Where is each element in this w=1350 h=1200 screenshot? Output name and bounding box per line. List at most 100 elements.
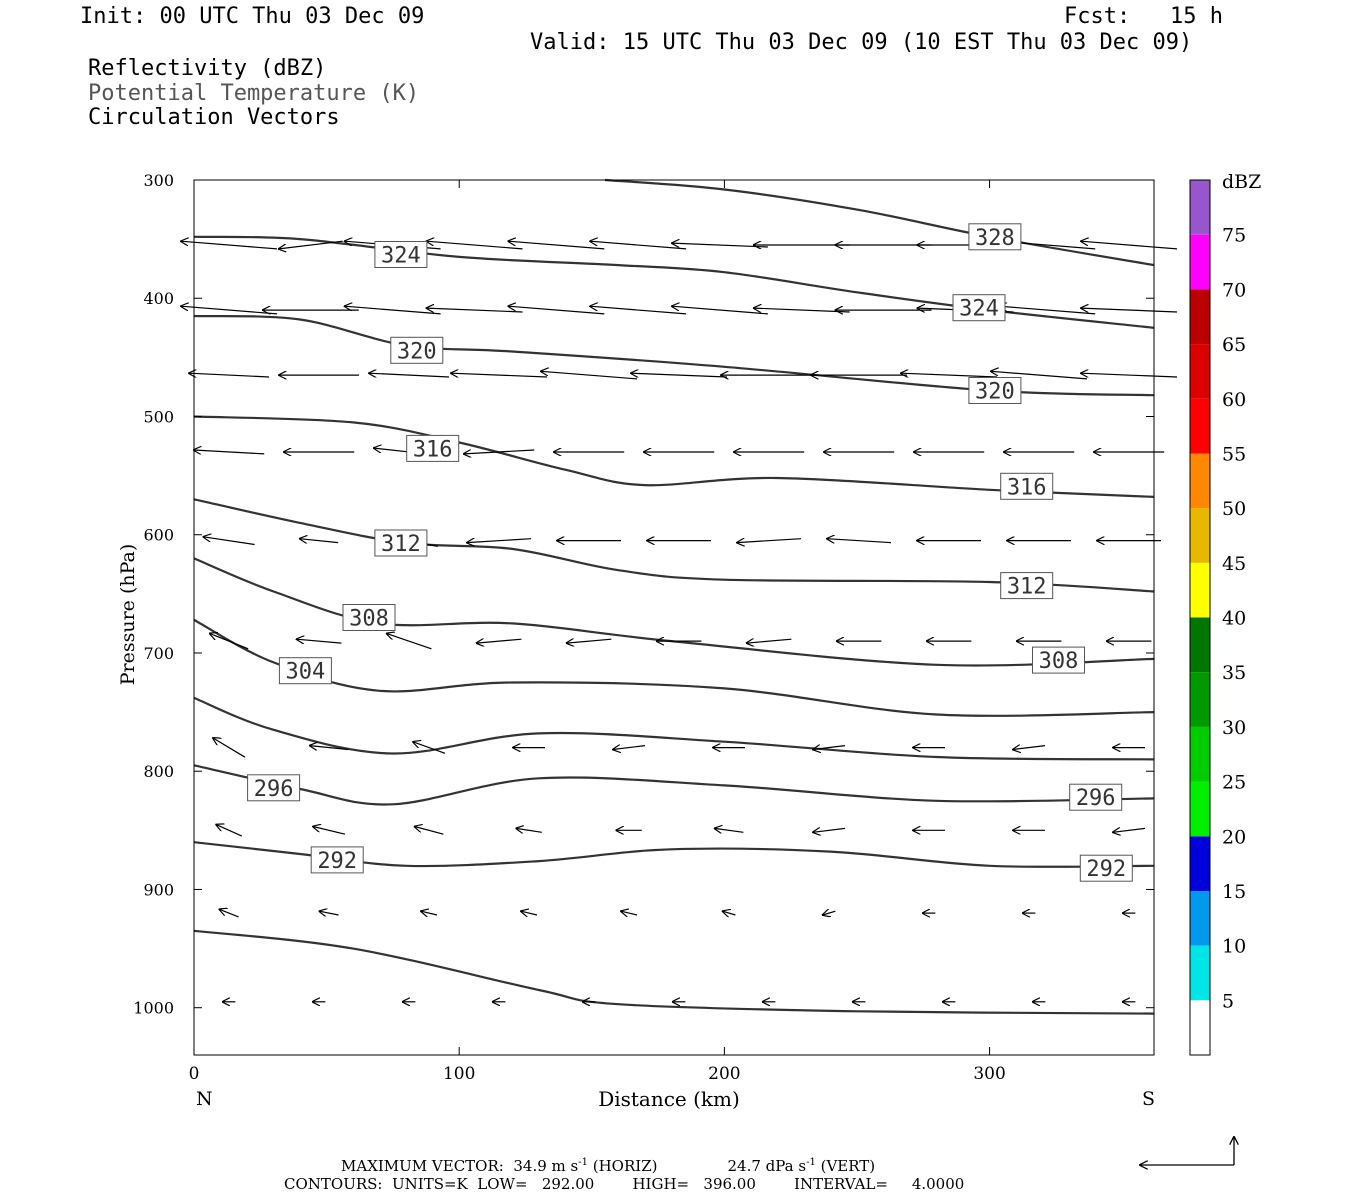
colorbar-swatch [1190, 453, 1210, 509]
circulation-vector [672, 243, 768, 247]
circulation-vector [189, 373, 270, 377]
colorbar-border [1189, 179, 1211, 1056]
y-tick-label: 800 [143, 762, 174, 781]
circulation-vector [415, 827, 444, 835]
circulation-vector [747, 639, 792, 643]
y-axis-label: Pressure (hPa) [117, 544, 139, 686]
circulation-vector [413, 742, 446, 754]
contour-label-box [374, 529, 428, 557]
circulation-vector [737, 539, 802, 543]
colorbar-label: 5 [1222, 990, 1234, 1012]
contour-label-text: 308 [1039, 649, 1079, 674]
circulation-vector [477, 639, 522, 643]
valid-time: Valid: 15 UTC Thu 03 Dec 09 (10 EST Thu … [530, 30, 1193, 55]
colorbar-swatch [1190, 836, 1210, 891]
circulation-vector [590, 306, 687, 315]
circulation-vector [521, 911, 538, 915]
colorbar-label: 65 [1222, 334, 1246, 356]
x-end-label-south: S [1142, 1088, 1155, 1110]
circulation-vector [216, 825, 243, 837]
contour-label-text: 296 [254, 777, 294, 802]
colorbar-swatch [1190, 508, 1210, 563]
contour-label: 292 [1079, 854, 1133, 882]
colorbar-swatch [1190, 562, 1210, 618]
y-tick-label: 600 [143, 526, 174, 545]
colorbar-swatch [1190, 945, 1210, 1001]
circulation-vector [823, 911, 836, 915]
x-tick-label: 0 [189, 1064, 200, 1084]
contour-label: 324 [952, 294, 1006, 322]
circulation-vector [181, 306, 278, 315]
colorbar-swatch [1190, 781, 1210, 837]
circulation-vector [590, 241, 687, 250]
circulation-vector [754, 308, 850, 312]
theta-contour-296 [193, 764, 1155, 806]
circulation-vector [345, 306, 441, 315]
circulation-vector [813, 828, 846, 832]
circulation-vector [310, 746, 349, 750]
field-circulation-vectors: Circulation Vectors [88, 105, 340, 130]
circulation-vector [1013, 746, 1046, 750]
colorbar-swatch [1190, 234, 1210, 290]
circulation-vector [387, 634, 432, 650]
contour-label: 328 [968, 223, 1022, 251]
circulation-vector [451, 373, 548, 377]
circulation-vector [1081, 373, 1178, 377]
colorbar-swatch [1190, 672, 1210, 727]
contour-label-text: 304 [286, 660, 326, 685]
contour-label-text: 292 [1086, 857, 1126, 882]
circulation-vector [827, 539, 892, 543]
circulation-vector [715, 828, 744, 832]
x-tick-label: 200 [708, 1064, 740, 1084]
y-tick-label: 700 [143, 644, 174, 663]
circulation-vector [369, 373, 450, 377]
contour-label-text: 324 [381, 244, 421, 269]
circulation-vector [279, 240, 343, 249]
colorbar-label: 75 [1222, 225, 1246, 247]
footer-max-vector: MAXIMUM VECTOR: 34.9 m s-1 (HORIZ) 24.7 d… [341, 1157, 876, 1175]
circulation-vector [1081, 241, 1178, 250]
theta-contour-312 [193, 498, 1155, 593]
contour-label-text: 296 [1076, 786, 1116, 811]
contour-label: 312 [374, 529, 428, 557]
circulation-vector [464, 450, 535, 454]
circulation-vector [508, 306, 605, 315]
contour-label-box [247, 774, 301, 802]
contour-label-text: 324 [959, 297, 999, 322]
circulation-vector [421, 911, 438, 915]
contour-label: 316 [1000, 472, 1054, 500]
circulation-vector [300, 539, 339, 543]
colorbar-swatch [1190, 726, 1210, 782]
theta-contour-328 [604, 178, 1155, 267]
colorbar-label: 40 [1222, 608, 1246, 630]
colorbar-label: 30 [1222, 717, 1246, 739]
contour-label: 308 [1032, 646, 1085, 674]
circulation-vector [213, 738, 246, 758]
contour-label-box [968, 223, 1022, 251]
y-tick-label: 400 [143, 289, 174, 308]
contour-label: 316 [406, 434, 460, 462]
contour-label: 296 [247, 774, 301, 802]
contour-label: 304 [278, 657, 332, 685]
contour-label: 308 [342, 604, 396, 632]
colorbar-label: 50 [1222, 498, 1246, 520]
circulation-vector [203, 537, 255, 546]
circulation-vector [999, 306, 1096, 315]
circulation-vector [319, 911, 339, 915]
contour-label: 296 [1069, 783, 1123, 811]
contour-label-box [1069, 783, 1123, 811]
contour-label-text: 320 [975, 380, 1015, 405]
colorbar-label: 70 [1222, 279, 1246, 301]
contour-label-box [406, 434, 460, 462]
contour-label: 320 [390, 336, 444, 364]
circulation-vector [672, 306, 768, 315]
colorbar-swatch [1190, 617, 1210, 673]
theta-contour-308 [193, 557, 1155, 667]
circulation-vector [427, 241, 523, 250]
contour-label-text: 308 [349, 607, 389, 632]
circulation-vector [516, 828, 542, 832]
contour-label-box [1000, 472, 1054, 500]
x-tick-label: 100 [443, 1064, 475, 1084]
y-tick-label: 500 [143, 407, 174, 426]
